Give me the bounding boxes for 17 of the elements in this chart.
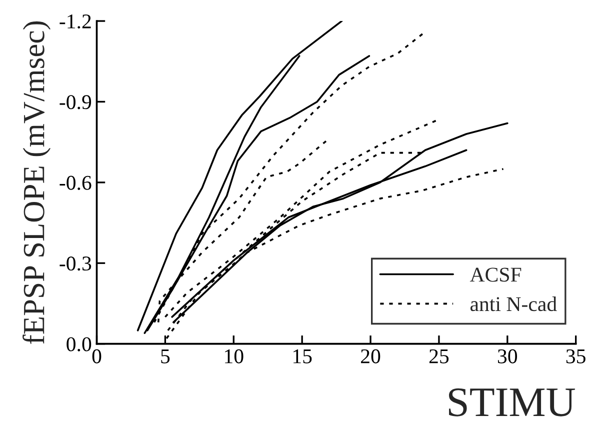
x-tick-label: 10 xyxy=(225,349,244,364)
y-tick-label: -1.2 xyxy=(60,14,91,29)
x-tick-label: 20 xyxy=(361,349,380,364)
legend-label: ACSF xyxy=(470,268,522,282)
x-axis-title: STIMU xyxy=(448,388,575,416)
y-tick-label: -0.3 xyxy=(60,256,92,271)
y-axis-title: fEPSP SLOPE (mV/msec) xyxy=(22,21,51,344)
x-tick-label: 30 xyxy=(498,349,518,364)
y-tick-label: -0.6 xyxy=(60,176,92,190)
y-tick-label: -0.9 xyxy=(60,95,92,110)
legend-label: anti N-cad xyxy=(470,296,557,312)
x-tick-label: 15 xyxy=(293,349,312,364)
x-tick-label: 0 xyxy=(92,349,102,364)
x-tick-label: 5 xyxy=(161,350,170,364)
y-tick-label: 0.0 xyxy=(66,337,92,352)
x-tick-label: 35 xyxy=(566,349,586,364)
x-tick-label: 25 xyxy=(429,349,449,364)
